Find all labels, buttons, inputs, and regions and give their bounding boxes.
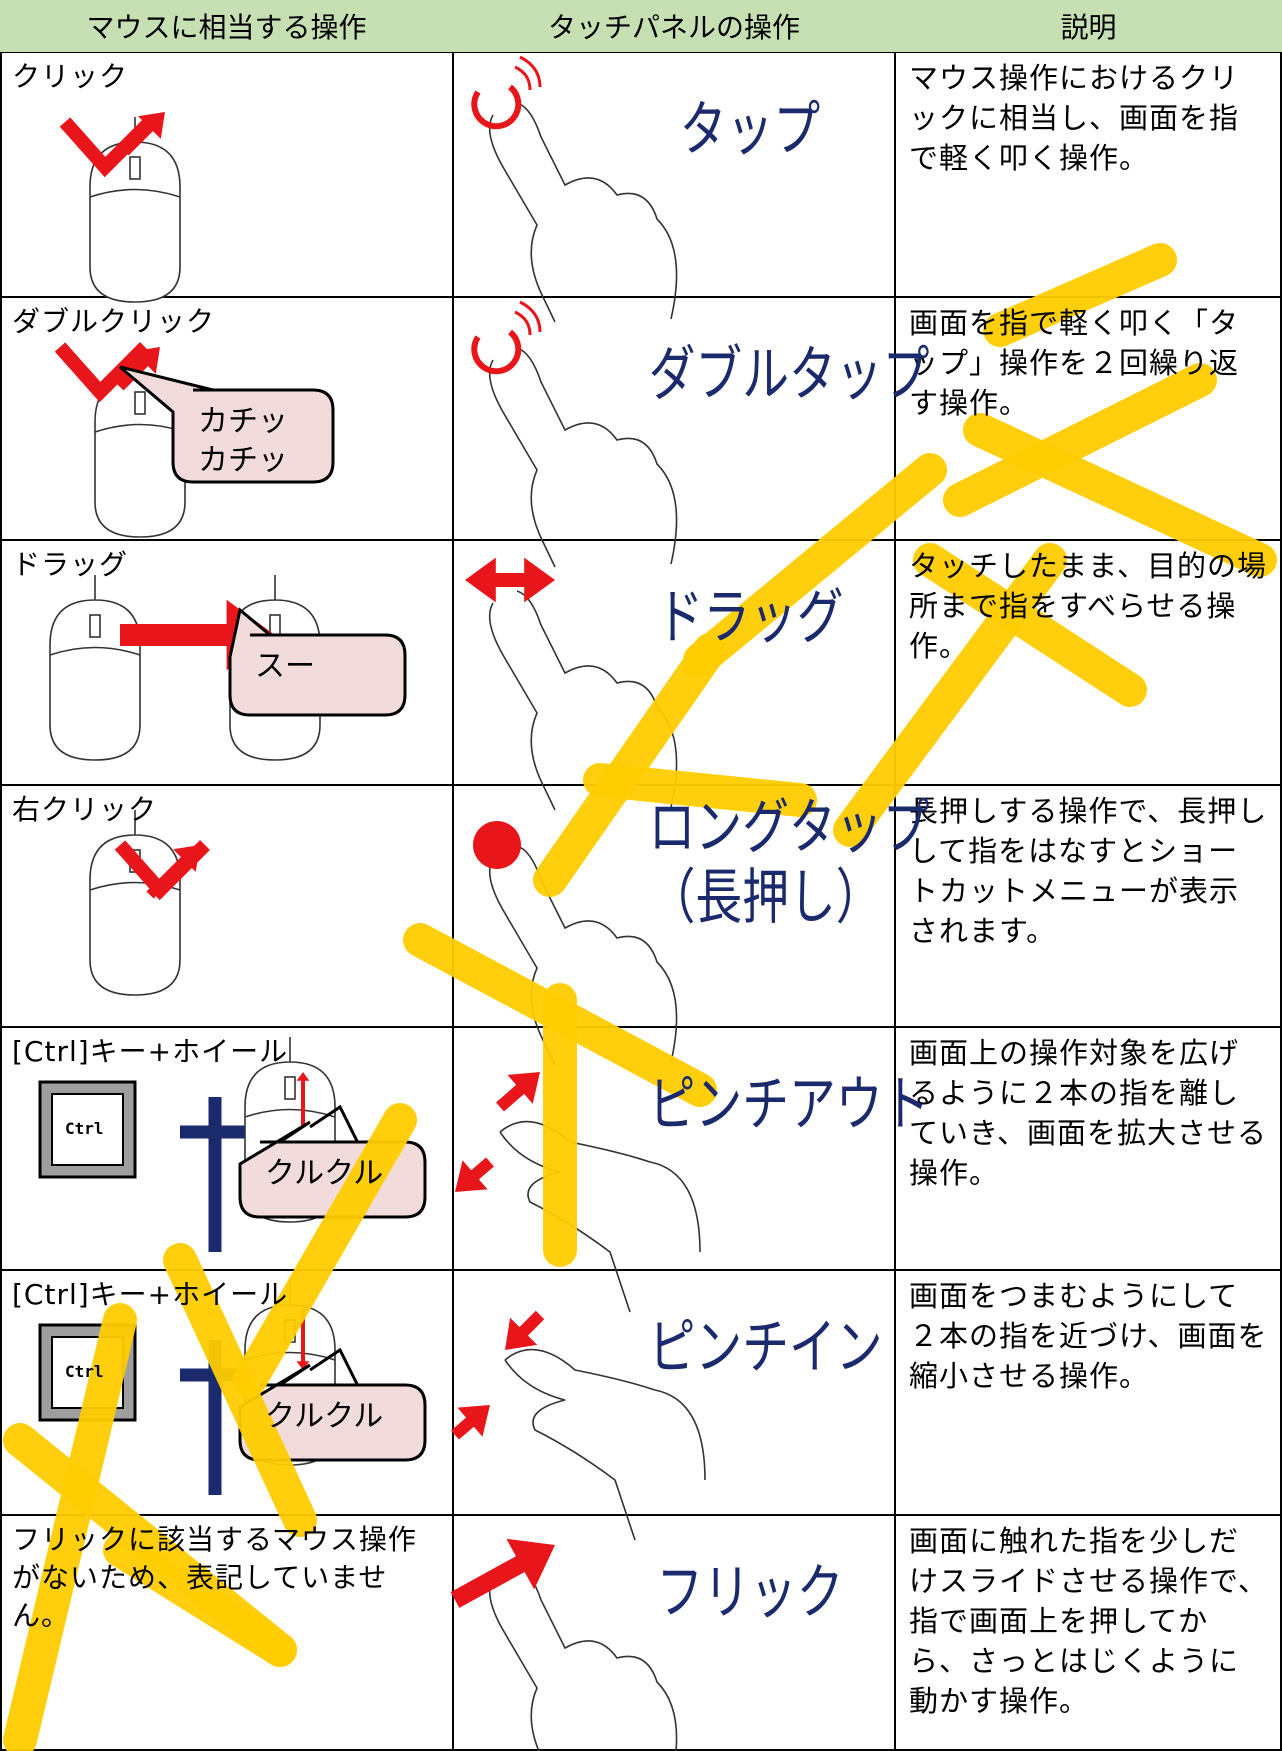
tap-ring bbox=[471, 84, 522, 130]
mouse-operation: フリックに該当するマウス操作がないため、表記していません。 bbox=[12, 1523, 417, 1632]
watermark bbox=[943, 363, 1217, 517]
red-arrow bbox=[54, 342, 150, 403]
red-arrow bbox=[450, 1538, 555, 1608]
speech-bubble bbox=[228, 607, 407, 717]
mouse-operation: [Ctrl]キー+ホイール bbox=[12, 1035, 289, 1068]
hand bbox=[488, 102, 678, 323]
tap-wave bbox=[514, 300, 542, 336]
header-cell: マウスに相当する操作 bbox=[0, 0, 453, 52]
bubble-text: クルクル bbox=[265, 1399, 384, 1434]
description: タッチしたまま、目的の場所まで指をすべらせる操作。 bbox=[909, 549, 1267, 664]
gesture-name: ドラッグ bbox=[656, 583, 844, 653]
header-cell: タッチパネルの操作 bbox=[453, 0, 895, 52]
gesture-name: タップ bbox=[679, 95, 821, 165]
gesture-name: フリック bbox=[656, 1558, 844, 1628]
description: マウス操作におけるクリックに相当し、画面を指で軽く叩く操作。 bbox=[909, 61, 1240, 176]
speech-bubble bbox=[309, 1104, 362, 1148]
watermark bbox=[683, 453, 947, 677]
watermark bbox=[3, 1303, 137, 1751]
red-arrow bbox=[465, 557, 555, 603]
watermark bbox=[583, 763, 817, 817]
hand bbox=[488, 1565, 678, 1751]
mouse bbox=[49, 575, 141, 761]
description: 画面を指で軽く叩く「タップ」操作を２回繰り返す操作。 bbox=[909, 306, 1240, 421]
key-label: Ctrl bbox=[65, 1362, 104, 1381]
bubble-text: カチッ bbox=[198, 404, 288, 439]
watermark bbox=[983, 243, 1177, 347]
gesture-name: （長押し） bbox=[648, 863, 883, 933]
red-arrow bbox=[146, 845, 200, 899]
mouse-operation: 右クリック bbox=[12, 793, 158, 826]
speech-bubble bbox=[309, 1347, 362, 1391]
mouse bbox=[89, 810, 181, 996]
mouse-wheel bbox=[284, 1076, 296, 1100]
description: 画面上の操作対象を広げるように２本の指を離していき、画面を拡大させる操作。 bbox=[909, 1036, 1267, 1191]
mouse-wheel bbox=[129, 156, 141, 180]
red-arrow bbox=[296, 1310, 310, 1370]
watermark bbox=[913, 543, 1147, 707]
mouse-wheel bbox=[89, 614, 101, 638]
bubble-text: クルクル bbox=[265, 1156, 384, 1191]
mouse-wheel bbox=[134, 391, 146, 415]
description: 画面に触れた指を少しだけスライドさせる操作で、指で画面上を押してから、さっとはじ… bbox=[909, 1524, 1268, 1719]
mouse-operation: [Ctrl]キー+ホイール bbox=[12, 1278, 289, 1311]
gesture-name: ダブルタップ bbox=[648, 340, 930, 410]
hand bbox=[488, 347, 678, 568]
hand bbox=[504, 1348, 706, 1541]
gesture-name: ピンチアウト bbox=[648, 1070, 930, 1140]
mouse-operation: ドラッグ bbox=[12, 548, 129, 581]
bubble-text: スー bbox=[255, 649, 315, 684]
watermark bbox=[103, 1533, 297, 1667]
red-arrow bbox=[455, 1157, 494, 1192]
hand bbox=[488, 590, 678, 811]
gesture-name: ピンチイン bbox=[648, 1313, 883, 1383]
press-dot bbox=[473, 821, 521, 869]
gesture-name: ロングタップ bbox=[648, 793, 930, 863]
tap-wave bbox=[514, 55, 542, 91]
red-arrow bbox=[296, 1072, 310, 1127]
hand bbox=[499, 1120, 701, 1313]
description: 長押しする操作で、長押しして指をはなすとショートカットメニューが表示されます。 bbox=[909, 794, 1268, 949]
speech-bubble bbox=[119, 365, 335, 484]
tap-ring bbox=[471, 329, 522, 375]
key-label: Ctrl bbox=[65, 1119, 104, 1138]
description: 画面をつまむようにして２本の指を近づけ、画面を縮小させる操作。 bbox=[909, 1279, 1268, 1394]
red-arrow bbox=[496, 1072, 540, 1112]
speech-bubble bbox=[238, 1363, 427, 1462]
red-arrow bbox=[505, 1310, 545, 1350]
red-arrow bbox=[116, 347, 160, 391]
watermark bbox=[233, 1103, 417, 1397]
red-arrow bbox=[121, 112, 165, 156]
bubble-text: カチッ bbox=[198, 443, 288, 478]
key-top bbox=[51, 1093, 124, 1166]
header-cell: 説明 bbox=[895, 0, 1282, 52]
red-arrow bbox=[451, 1405, 490, 1440]
mouse-operation: ダブルクリック bbox=[12, 305, 216, 338]
mouse-operation: クリック bbox=[12, 60, 129, 93]
watermark bbox=[533, 633, 727, 897]
